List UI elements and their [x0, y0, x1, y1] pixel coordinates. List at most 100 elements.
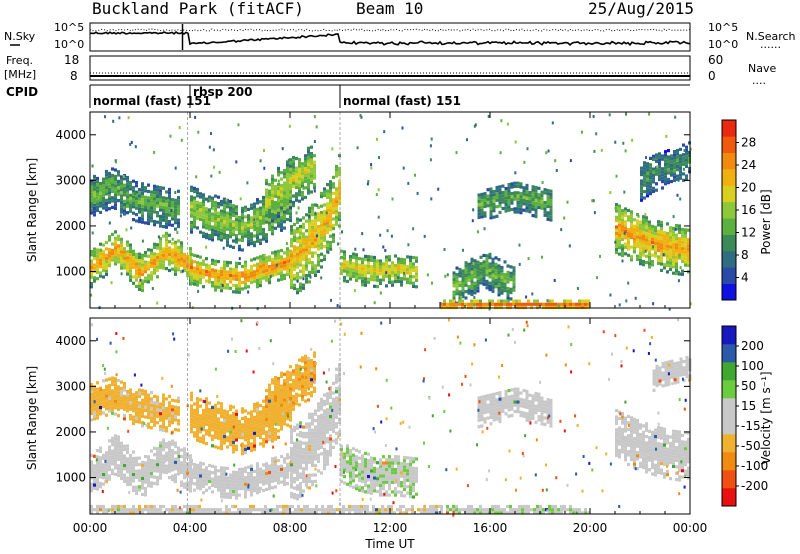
data-cell — [144, 464, 147, 468]
data-cell — [474, 123, 477, 127]
data-cell — [208, 273, 211, 278]
data-cell — [338, 433, 341, 437]
data-cell — [244, 231, 247, 235]
data-cell — [283, 276, 286, 281]
data-cell — [247, 446, 250, 450]
data-cell — [299, 491, 302, 495]
data-cell — [132, 192, 135, 196]
data-cell — [141, 392, 144, 396]
data-cell — [214, 216, 217, 221]
data-cell — [618, 230, 621, 234]
data-cell — [479, 274, 483, 279]
data-cell — [271, 273, 274, 277]
data-cell — [208, 470, 211, 474]
data-cell — [519, 182, 523, 186]
data-cell — [117, 438, 120, 442]
data-cell — [280, 470, 283, 475]
data-cell — [193, 225, 196, 229]
data-cell — [295, 176, 298, 180]
data-cell — [141, 239, 144, 243]
data-cell — [340, 256, 343, 260]
data-cell — [293, 277, 296, 281]
data-cell — [129, 256, 132, 260]
data-cell — [177, 396, 180, 400]
data-cell — [135, 400, 138, 404]
data-cell — [150, 264, 153, 268]
data-cell — [302, 283, 305, 287]
data-cell — [274, 220, 277, 224]
data-cell — [673, 153, 676, 157]
data-cell — [642, 243, 645, 248]
data-cell — [168, 197, 171, 201]
data-cell — [592, 199, 595, 203]
data-cell — [364, 283, 367, 287]
data-cell — [144, 186, 147, 190]
data-cell — [262, 237, 265, 241]
data-cell — [168, 207, 171, 211]
data-cell — [326, 183, 329, 187]
data-cell — [114, 380, 117, 384]
data-cell — [247, 290, 250, 294]
data-cell — [684, 260, 687, 264]
data-cell — [199, 474, 202, 478]
data-cell — [636, 222, 639, 226]
data-cell — [259, 206, 262, 210]
data-cell — [277, 195, 280, 199]
data-cell — [509, 278, 513, 282]
colorbar-swatch — [722, 185, 736, 203]
data-cell — [220, 273, 223, 277]
data-cell — [196, 254, 199, 258]
data-cell — [355, 275, 358, 279]
data-cell — [274, 456, 277, 460]
data-cell — [180, 467, 183, 471]
data-cell — [513, 210, 517, 214]
data-cell — [132, 479, 135, 483]
data-cell — [654, 238, 657, 242]
data-cell — [280, 183, 283, 188]
data-cell — [464, 296, 468, 300]
data-cell — [330, 298, 332, 302]
data-cell — [614, 240, 617, 244]
data-cell — [633, 227, 636, 231]
data-cell — [265, 194, 268, 199]
data-cell — [220, 485, 223, 489]
data-cell — [108, 461, 111, 465]
data-cell — [126, 240, 129, 244]
data-cell — [329, 189, 332, 193]
data-cell — [262, 406, 265, 410]
data-cell — [232, 245, 235, 249]
data-cell — [226, 435, 229, 439]
data-cell — [409, 278, 412, 282]
data-cell — [197, 289, 200, 293]
data-cell — [648, 258, 651, 262]
data-cell — [102, 269, 105, 273]
data-cell — [90, 383, 93, 387]
data-cell — [241, 213, 244, 217]
data-cell — [168, 417, 171, 421]
data-cell — [105, 451, 108, 455]
data-cell — [250, 429, 253, 433]
data-cell — [153, 150, 156, 154]
data-cell — [123, 382, 126, 386]
data-cell — [223, 441, 226, 445]
data-cell — [268, 406, 271, 410]
data-cell — [518, 262, 521, 266]
data-cell — [289, 408, 292, 412]
data-cell — [621, 218, 624, 222]
data-cell — [689, 302, 692, 306]
data-cell — [400, 283, 403, 287]
data-cell — [226, 439, 229, 443]
data-cell — [376, 278, 379, 282]
data-cell — [262, 263, 265, 267]
data-cell — [338, 363, 341, 367]
data-cell — [618, 217, 621, 221]
data-cell — [102, 411, 105, 415]
data-cell — [253, 434, 256, 439]
data-cell — [283, 422, 286, 426]
data-cell — [102, 256, 105, 260]
data-cell — [135, 416, 138, 420]
data-cell — [464, 261, 468, 265]
data-cell — [473, 259, 477, 263]
data-cell — [673, 159, 676, 163]
data-cell — [329, 209, 332, 213]
